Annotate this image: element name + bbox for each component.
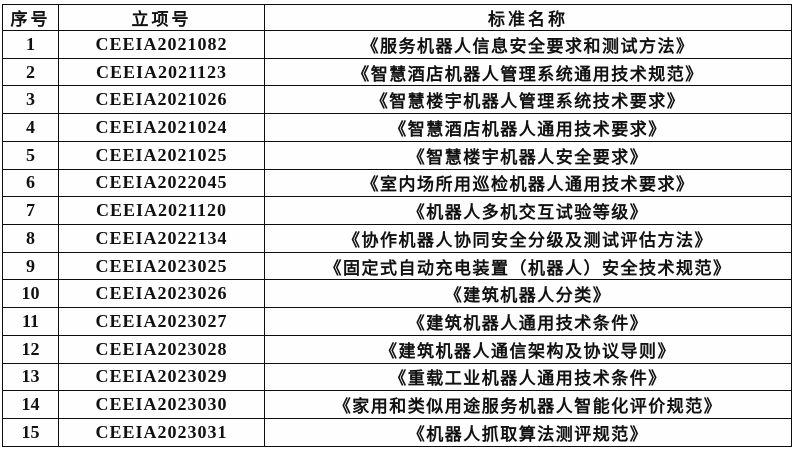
standard-name-cell: 《服务机器人信息安全要求和测试方法》 xyxy=(264,30,792,59)
table-body: 1 CEEIA2021082 《服务机器人信息安全要求和测试方法》 2 CEEI… xyxy=(2,30,792,447)
table-row: 10 CEEIA2023026 《建筑机器人分类》 xyxy=(2,279,792,309)
table-row: 3 CEEIA2021026 《智慧楼宇机器人管理系统技术要求》 xyxy=(2,85,792,115)
serial-number-cell: 12 xyxy=(2,334,59,364)
table-row: 13 CEEIA2023029 《重载工业机器人通用技术条件》 xyxy=(2,362,792,392)
serial-number-cell: 8 xyxy=(2,224,59,253)
standard-name-cell: 《重载工业机器人通用技术条件》 xyxy=(264,362,792,392)
project-id-cell: CEEIA2023029 xyxy=(58,362,265,392)
table-row: 1 CEEIA2021082 《服务机器人信息安全要求和测试方法》 xyxy=(2,30,792,59)
project-id-cell: CEEIA2022045 xyxy=(58,168,265,198)
standards-table: 序号 立项号 标准名称 1 CEEIA2021082 《服务机器人信息安全要求和… xyxy=(2,4,792,447)
table-row: 5 CEEIA2021025 《智慧楼宇机器人安全要求》 xyxy=(2,140,792,170)
table-row: 12 CEEIA2023028 《建筑机器人通信架构及协议导则》 xyxy=(2,334,792,364)
serial-number-cell: 9 xyxy=(2,251,59,281)
serial-number-cell: 15 xyxy=(2,418,59,447)
serial-number-cell: 14 xyxy=(2,390,59,420)
serial-number-cell: 7 xyxy=(2,196,59,226)
serial-number-cell: 2 xyxy=(2,57,59,87)
table-row: 8 CEEIA2022134 《协作机器人协同安全分级及测试评估方法》 xyxy=(2,224,792,253)
standard-name-cell: 《建筑机器人通信架构及协议导则》 xyxy=(264,334,792,364)
serial-number-cell: 1 xyxy=(2,30,59,59)
table-row: 4 CEEIA2021024 《智慧酒店机器人通用技术要求》 xyxy=(2,113,792,142)
standard-name-cell: 《机器人抓取算法测评规范》 xyxy=(264,418,792,447)
project-id-cell: CEEIA2021026 xyxy=(58,85,265,115)
standard-name-cell: 《建筑机器人分类》 xyxy=(264,279,792,309)
project-id-cell: CEEIA2021024 xyxy=(58,113,265,142)
project-id-cell: CEEIA2021082 xyxy=(58,30,265,59)
serial-number-cell: 5 xyxy=(2,140,59,170)
table-row: 11 CEEIA2023027 《建筑机器人通用技术条件》 xyxy=(2,307,792,336)
serial-number-cell: 10 xyxy=(2,279,59,309)
project-id-cell: CEEIA2023025 xyxy=(58,251,265,281)
serial-number-cell: 6 xyxy=(2,168,59,198)
standard-name-cell: 《协作机器人协同安全分级及测试评估方法》 xyxy=(264,224,792,253)
serial-number-cell: 4 xyxy=(2,113,59,142)
table-row: 6 CEEIA2022045 《室内场所用巡检机器人通用技术要求》 xyxy=(2,168,792,198)
table-header-row: 序号 立项号 标准名称 xyxy=(2,4,792,31)
project-id-cell: CEEIA2023031 xyxy=(58,418,265,447)
table-row: 14 CEEIA2023030 《家用和类似用途服务机器人智能化评价规范》 xyxy=(2,390,792,420)
standard-name-cell: 《智慧酒店机器人通用技术要求》 xyxy=(264,113,792,142)
standard-name-cell: 《室内场所用巡检机器人通用技术要求》 xyxy=(264,168,792,198)
standard-name-cell: 《机器人多机交互试验等级》 xyxy=(264,196,792,226)
column-header-standard-name: 标准名称 xyxy=(264,4,792,31)
project-id-cell: CEEIA2022134 xyxy=(58,224,265,253)
standard-name-cell: 《固定式自动充电装置（机器人）安全技术规范》 xyxy=(264,251,792,281)
serial-number-cell: 3 xyxy=(2,85,59,115)
standard-name-cell: 《建筑机器人通用技术条件》 xyxy=(264,307,792,336)
serial-number-cell: 11 xyxy=(2,307,59,336)
table-row: 7 CEEIA2021120 《机器人多机交互试验等级》 xyxy=(2,196,792,226)
serial-number-cell: 13 xyxy=(2,362,59,392)
table-row: 15 CEEIA2023031 《机器人抓取算法测评规范》 xyxy=(2,418,792,447)
project-id-cell: CEEIA2023030 xyxy=(58,390,265,420)
project-id-cell: CEEIA2021025 xyxy=(58,140,265,170)
project-id-cell: CEEIA2021120 xyxy=(58,196,265,226)
standard-name-cell: 《智慧楼宇机器人管理系统技术要求》 xyxy=(264,85,792,115)
standard-name-cell: 《家用和类似用途服务机器人智能化评价规范》 xyxy=(264,390,792,420)
column-header-serial-number: 序号 xyxy=(2,4,59,31)
table-row: 9 CEEIA2023025 《固定式自动充电装置（机器人）安全技术规范》 xyxy=(2,251,792,281)
column-header-project-id: 立项号 xyxy=(58,4,265,31)
project-id-cell: CEEIA2023028 xyxy=(58,334,265,364)
project-id-cell: CEEIA2021123 xyxy=(58,57,265,87)
standard-name-cell: 《智慧酒店机器人管理系统通用技术规范》 xyxy=(264,57,792,87)
table-row: 2 CEEIA2021123 《智慧酒店机器人管理系统通用技术规范》 xyxy=(2,57,792,87)
project-id-cell: CEEIA2023026 xyxy=(58,279,265,309)
standard-name-cell: 《智慧楼宇机器人安全要求》 xyxy=(264,140,792,170)
project-id-cell: CEEIA2023027 xyxy=(58,307,265,336)
